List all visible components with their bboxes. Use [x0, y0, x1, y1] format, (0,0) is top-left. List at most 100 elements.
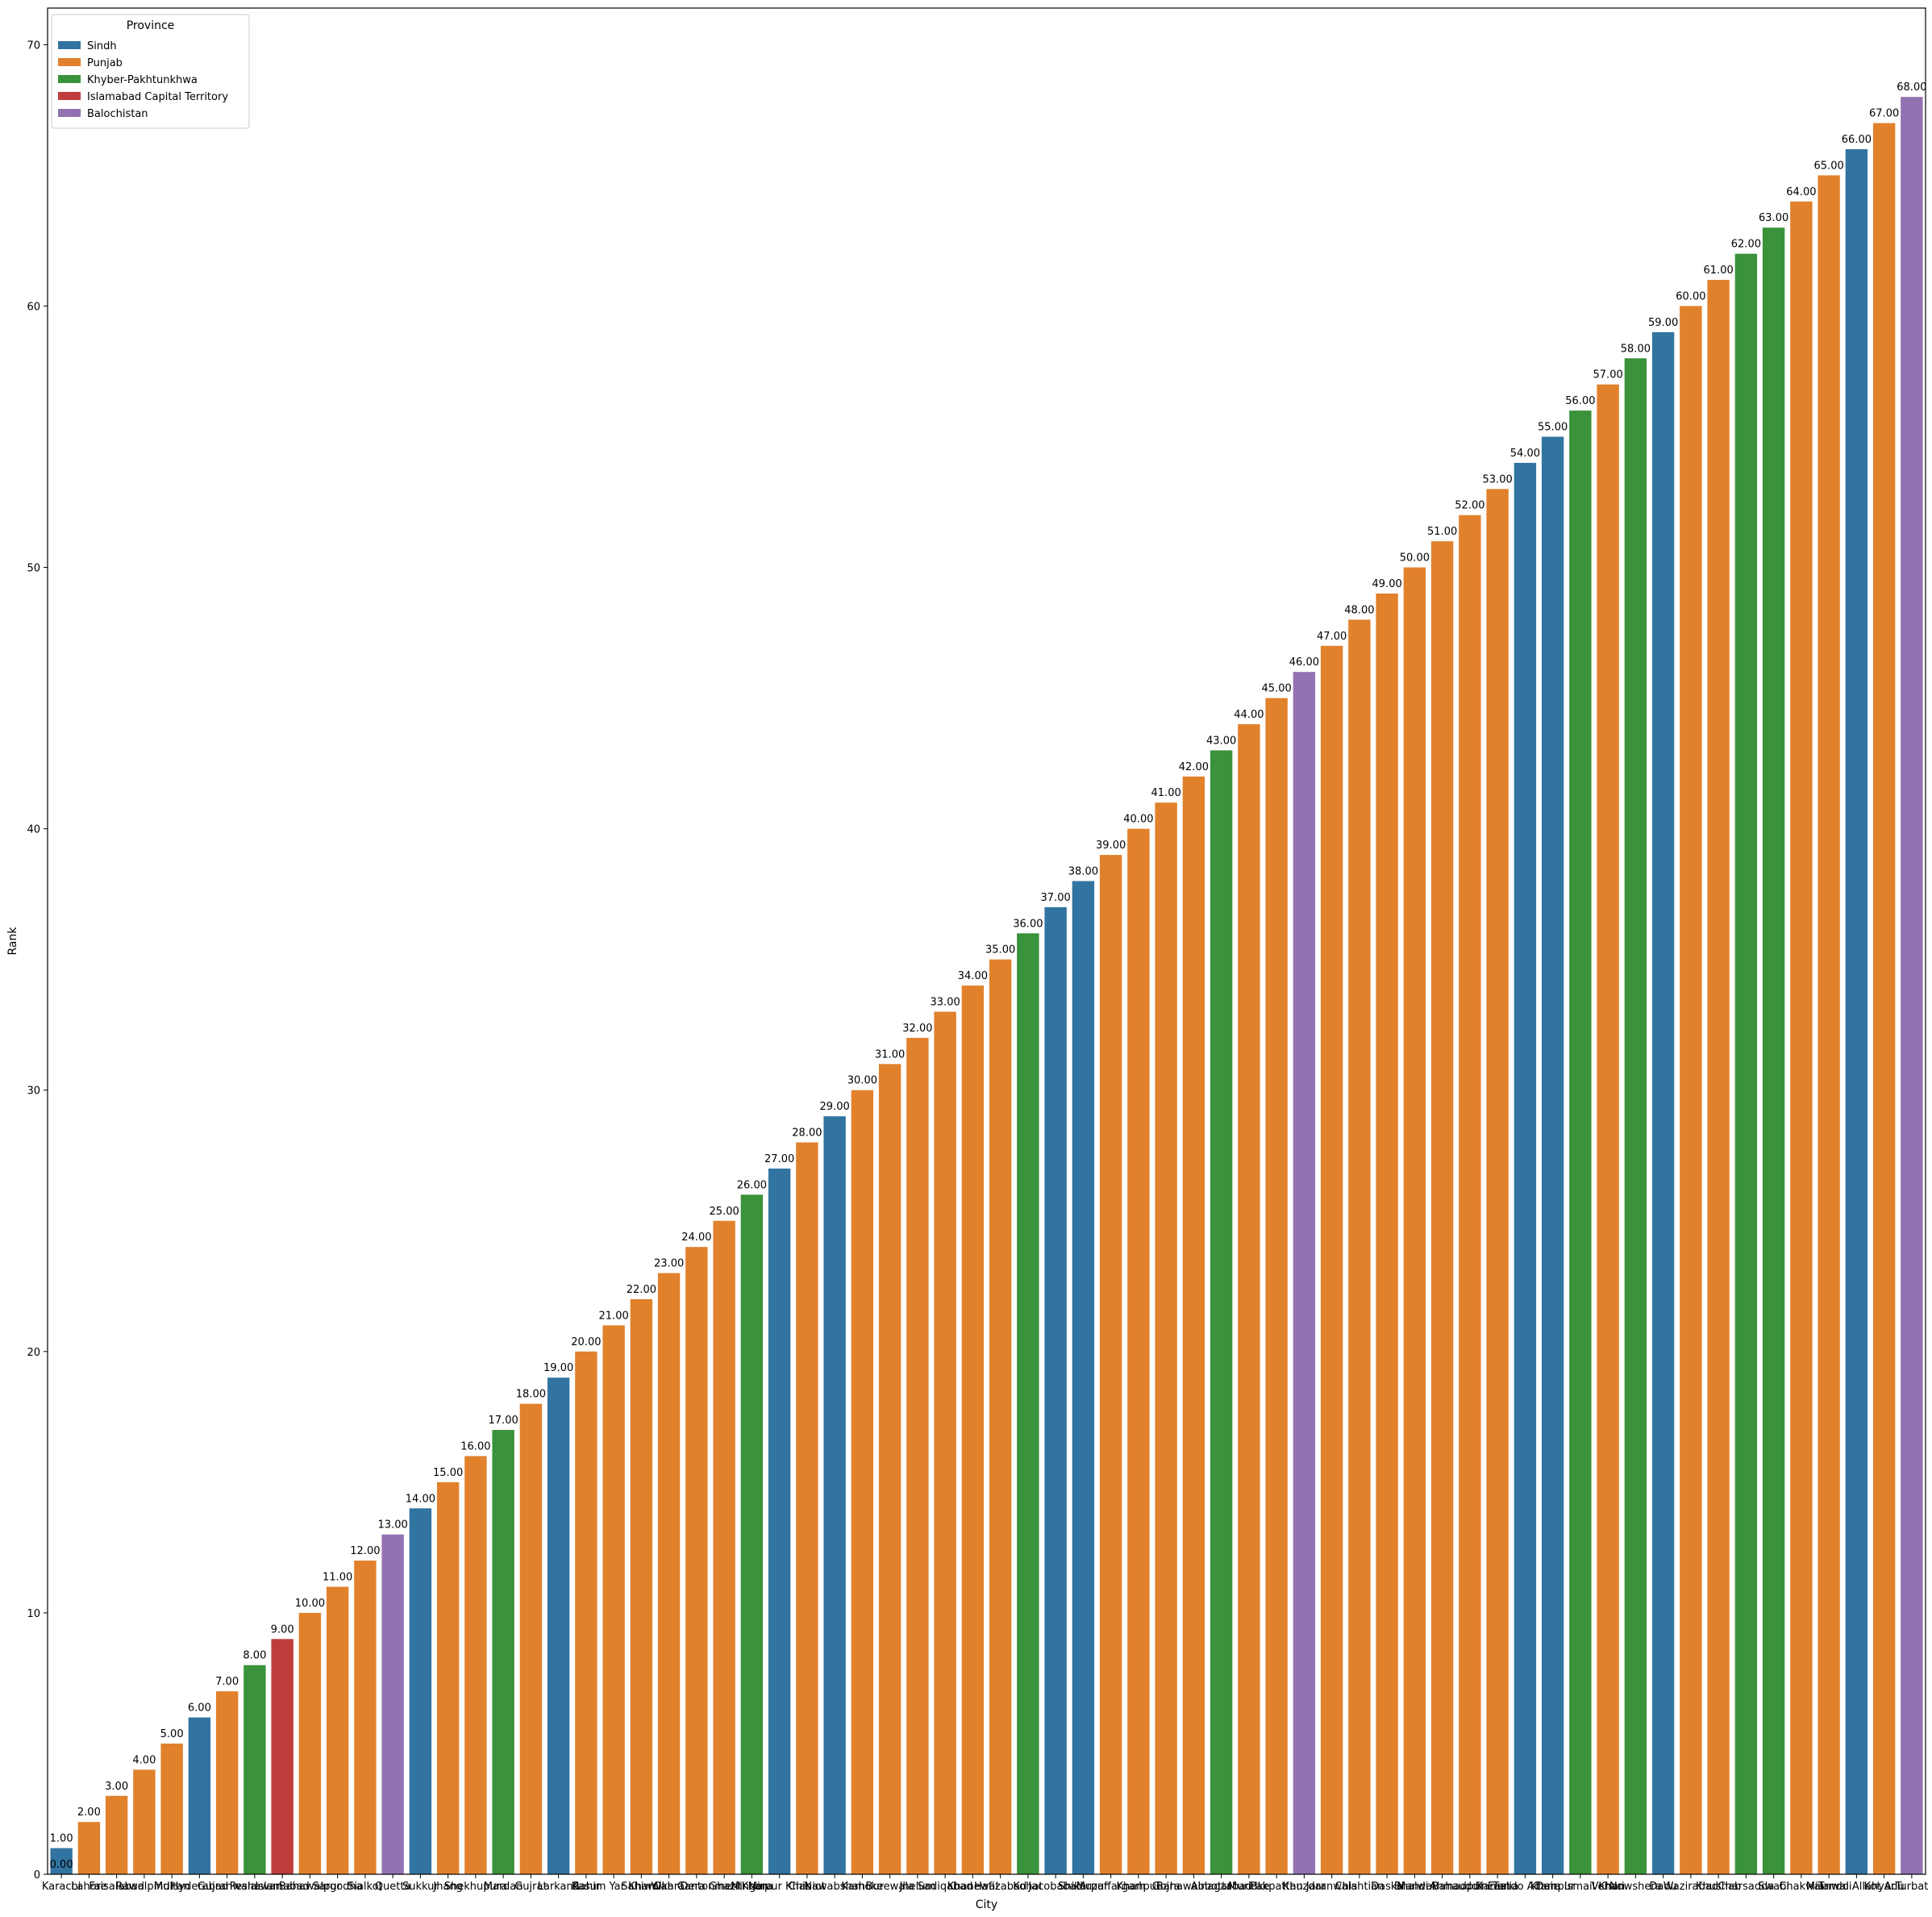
axes-layer: KarachiLahoreFaisalabadRawalpindiMultanH… — [27, 7, 1928, 1893]
bar-faisalabad — [105, 1795, 128, 1874]
bar-value-label: 51.00 — [1427, 526, 1457, 538]
x-tick-label: Sargodha — [313, 1881, 363, 1893]
plot-frame — [47, 7, 1926, 1875]
bar-value-label: 45.00 — [1262, 683, 1292, 695]
x-tick-label: Muridke — [1228, 1881, 1270, 1893]
y-tick-label: 50 — [27, 563, 40, 575]
x-tick-label: Burewala — [865, 1881, 914, 1893]
x-tick-label: Wah Cantonment — [651, 1881, 742, 1893]
bar-value-label: 27.00 — [764, 1153, 794, 1165]
bar-value-label: 23.00 — [654, 1258, 684, 1270]
x-tick-label: Karachi — [42, 1881, 81, 1893]
bar-value-label: 17.00 — [489, 1415, 518, 1427]
x-tick-label: Lahore — [71, 1881, 106, 1893]
bar-chishtian — [1348, 619, 1371, 1874]
x-tick-label: Faisalabad — [89, 1881, 144, 1893]
x-tick-label: Rahim Yar Khan — [573, 1881, 655, 1893]
x-tick-label: Kohat — [1013, 1881, 1043, 1893]
bar-nawabshah — [823, 1116, 846, 1874]
x-tick-label: Khanewal — [947, 1881, 998, 1893]
legend-entries: Sindh Punjab Khyber-Pakhtunkhwa Islamabad C… — [58, 40, 228, 120]
bar-bahawalpur — [298, 1612, 322, 1874]
x-tick-label: Sialkot — [348, 1881, 383, 1893]
x-tick-label: Turbat — [1894, 1881, 1928, 1893]
bar-swabi — [1762, 227, 1785, 1874]
x-tick-label: Charsadda — [1718, 1881, 1774, 1893]
x-tick-label: Hafizabad — [974, 1881, 1026, 1893]
x-tick-label: Wazirabad — [1663, 1881, 1718, 1893]
x-tick-label: Chishtian — [1334, 1881, 1384, 1893]
x-tick-label: Abbottabad — [1191, 1881, 1252, 1893]
bar-dera-ismail-khan — [1569, 410, 1592, 1875]
bar-value-label: 26.00 — [737, 1179, 767, 1191]
bar-mirpur-khas — [768, 1168, 791, 1874]
bar-sialkot — [354, 1561, 377, 1874]
bar-wazirabad — [1680, 306, 1702, 1875]
y-tick-label: 40 — [27, 824, 40, 836]
bar-value-label: 15.00 — [433, 1467, 463, 1479]
bar-value-label: 16.00 — [460, 1440, 490, 1452]
x-tick-label: Mirpur Khas — [748, 1881, 811, 1893]
legend-entry-label: Khyber-Pakhtunkhwa — [87, 74, 198, 86]
bar-shikarpur — [1072, 881, 1095, 1874]
legend-frame — [51, 14, 250, 129]
bar-karachi — [50, 1848, 73, 1874]
bar-larkana — [547, 1377, 570, 1874]
bar-value-label: 37.00 — [1041, 892, 1071, 904]
bar-nowshera — [1624, 358, 1647, 1874]
x-tick-label: Bhalwal — [1394, 1881, 1435, 1893]
bar-value-label: 9.00 — [271, 1623, 294, 1636]
x-tick-label: Tando Allahyar — [1817, 1881, 1896, 1893]
bar-value-label: 66.00 — [1842, 134, 1872, 146]
bar-value-label: 68.00 — [1897, 81, 1926, 94]
legend-entry-label: Islamabad Capital Territory — [87, 91, 228, 103]
bar-dera-ghazi-khan — [713, 1220, 735, 1874]
bar-value-label: 19.00 — [543, 1362, 573, 1374]
x-tick-label: Khushab — [1696, 1881, 1741, 1893]
bar-value-label: 64.00 — [1786, 186, 1816, 198]
bar-value-label: 18.00 — [516, 1389, 546, 1401]
bar-value-label: 4.00 — [132, 1754, 156, 1766]
bar-value-label: 13.00 — [378, 1519, 408, 1532]
bar-rahim-yar-khan — [602, 1325, 625, 1874]
bar-vehari — [1597, 384, 1619, 1874]
bar-mandi-bahauddin — [1430, 541, 1454, 1875]
bar-value-label: 2.00 — [77, 1807, 101, 1819]
bar-kasur — [575, 1351, 598, 1874]
bar-value-label: 47.00 — [1317, 631, 1347, 643]
legend: Province Sindh Punjab Khyber-Pakhtunkhwa Is… — [51, 14, 250, 129]
x-tick-label: Sahiwal — [621, 1881, 661, 1893]
bar-kohat — [1017, 933, 1039, 1874]
x-tick-label: Hyderabad — [171, 1881, 229, 1893]
bar-value-label: 29.00 — [820, 1101, 850, 1113]
x-tick-label: Tando Adam — [1492, 1881, 1557, 1893]
bar-value-label: 57.00 — [1593, 369, 1623, 381]
bar-value-label: 52.00 — [1455, 500, 1484, 512]
bar-mianwali — [1817, 175, 1840, 1874]
x-tick-label: Shikarpur — [1058, 1881, 1109, 1893]
bar-value-label: 11.00 — [323, 1572, 352, 1584]
x-tick-label: Khuzdar — [1283, 1881, 1326, 1893]
bar-value-label: 43.00 — [1206, 735, 1236, 747]
bar-gojra — [1155, 802, 1177, 1875]
x-tick-label: Kasur — [572, 1881, 602, 1893]
x-tick-label: Swabi — [1758, 1881, 1789, 1893]
x-tick-label: Nowshera — [1609, 1881, 1662, 1893]
x-tick-label: Jhang — [432, 1881, 463, 1893]
x-tick-label: Peshawar — [230, 1881, 281, 1893]
bar-muridke — [1238, 724, 1260, 1874]
x-tick-label: Mingora — [731, 1881, 773, 1893]
x-tick-label: Okara — [653, 1881, 685, 1893]
legend-title: Province — [127, 19, 175, 32]
bar-value-label: 7.00 — [215, 1676, 239, 1688]
bar-value-label: 42.00 — [1179, 761, 1209, 773]
bar-multan — [160, 1743, 183, 1874]
legend-swatch — [58, 58, 81, 66]
bar-tando-allahyar — [1845, 149, 1868, 1875]
bar-kamoke — [851, 1090, 874, 1874]
x-tick-label: Kamoke — [841, 1881, 883, 1893]
bar-sukkur — [409, 1508, 432, 1874]
bar-peshawar — [244, 1665, 266, 1874]
x-tick-label: Sadiqabad — [918, 1881, 973, 1893]
